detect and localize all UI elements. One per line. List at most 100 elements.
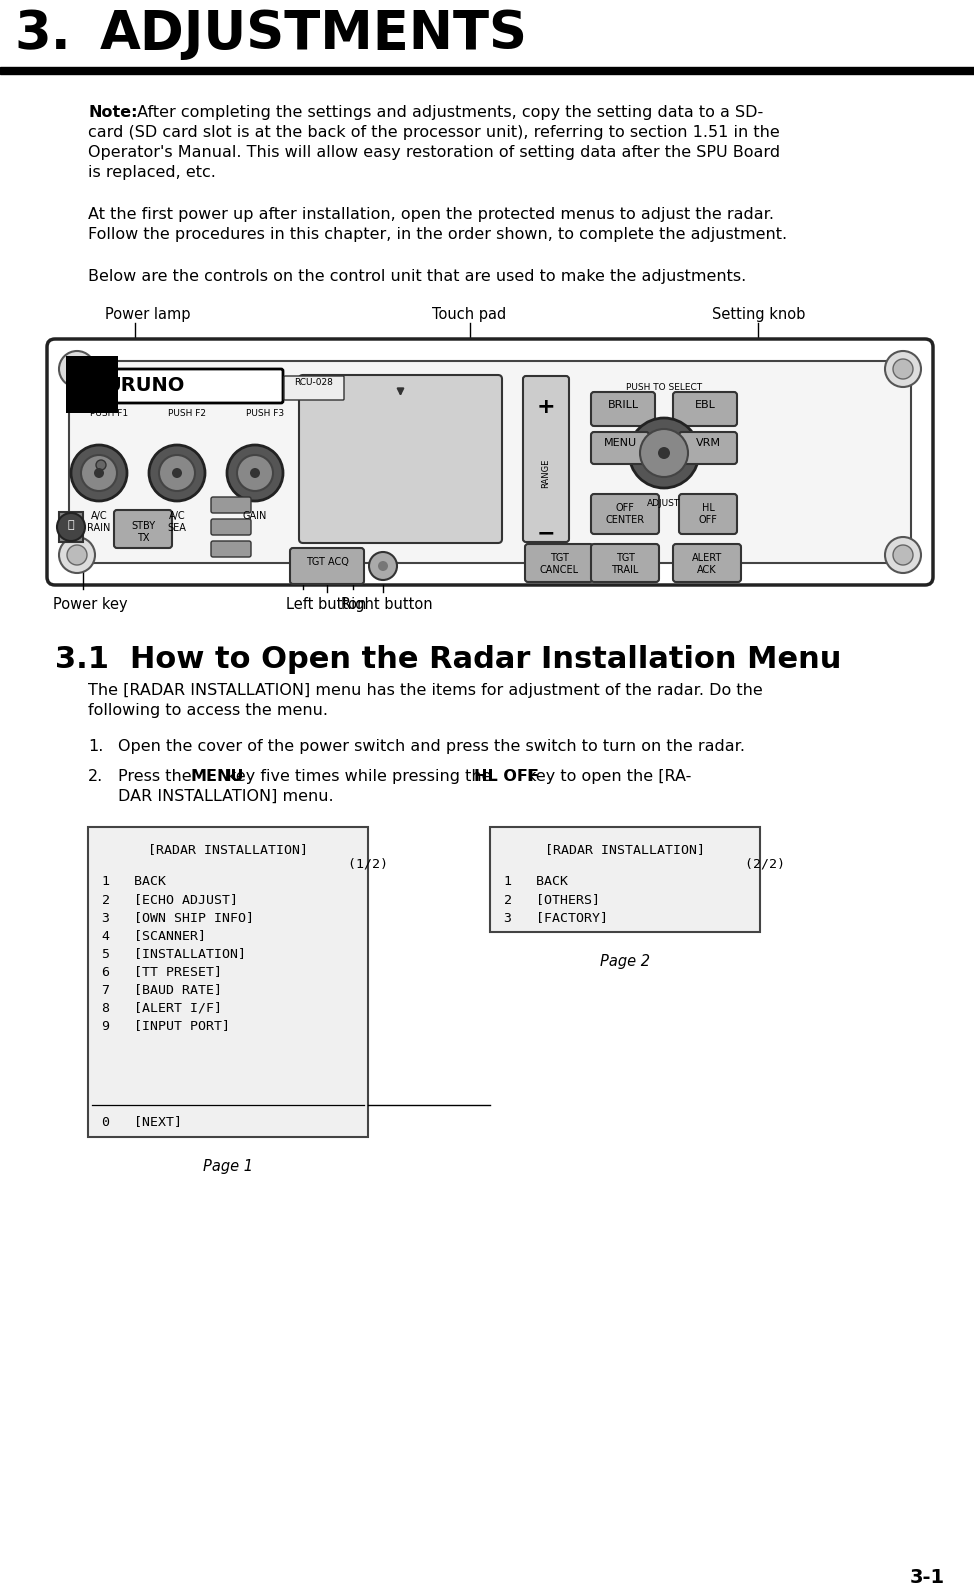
Text: OFF
CENTER: OFF CENTER <box>606 503 645 524</box>
FancyBboxPatch shape <box>523 377 569 541</box>
Bar <box>0 66 974 74</box>
FancyBboxPatch shape <box>673 393 737 426</box>
Text: 1   BACK: 1 BACK <box>102 875 166 888</box>
Text: TGT
TRAIL: TGT TRAIL <box>612 552 639 575</box>
Text: The [RADAR INSTALLATION] menu has the items for adjustment of the radar. Do the: The [RADAR INSTALLATION] menu has the it… <box>88 682 763 698</box>
Text: −: − <box>537 522 555 543</box>
Text: RANGE: RANGE <box>542 459 550 489</box>
Text: BRILL: BRILL <box>608 400 639 410</box>
Text: 0   [NEXT]: 0 [NEXT] <box>102 1114 182 1129</box>
FancyBboxPatch shape <box>69 361 911 564</box>
FancyBboxPatch shape <box>88 826 368 1137</box>
Text: Left button: Left button <box>286 597 366 613</box>
Circle shape <box>658 446 670 459</box>
Circle shape <box>96 461 106 470</box>
Text: is replaced, etc.: is replaced, etc. <box>88 165 216 180</box>
Text: Right button: Right button <box>341 597 432 613</box>
FancyBboxPatch shape <box>79 369 283 404</box>
FancyBboxPatch shape <box>591 494 659 533</box>
Text: 3.: 3. <box>14 8 71 60</box>
Text: 5   [INSTALLATION]: 5 [INSTALLATION] <box>102 947 246 959</box>
Text: GAIN: GAIN <box>243 511 267 521</box>
Text: ADJUSTMENTS: ADJUSTMENTS <box>100 8 528 60</box>
Text: Power lamp: Power lamp <box>105 307 191 321</box>
Text: DAR INSTALLATION] menu.: DAR INSTALLATION] menu. <box>118 788 334 804</box>
Text: MENU: MENU <box>604 438 637 448</box>
Circle shape <box>59 351 95 386</box>
Text: following to access the menu.: following to access the menu. <box>88 703 328 719</box>
Text: 6   [TT PRESET]: 6 [TT PRESET] <box>102 966 222 978</box>
Circle shape <box>159 454 195 491</box>
Text: Setting knob: Setting knob <box>712 307 805 321</box>
Text: Below are the controls on the control unit that are used to make the adjustments: Below are the controls on the control un… <box>88 269 746 283</box>
Text: ⏻: ⏻ <box>67 519 74 530</box>
FancyBboxPatch shape <box>211 519 251 535</box>
Text: [RADAR INSTALLATION]: [RADAR INSTALLATION] <box>148 844 308 856</box>
Circle shape <box>227 445 283 500</box>
Circle shape <box>57 513 85 541</box>
Text: PUSH F3: PUSH F3 <box>246 408 284 418</box>
Text: HL
OFF: HL OFF <box>698 503 718 524</box>
Circle shape <box>81 454 117 491</box>
Circle shape <box>67 359 87 378</box>
Text: At the first power up after installation, open the protected menus to adjust the: At the first power up after installation… <box>88 207 774 222</box>
Text: Page 2: Page 2 <box>600 955 650 969</box>
FancyBboxPatch shape <box>47 339 933 586</box>
Text: Open the cover of the power switch and press the switch to turn on the radar.: Open the cover of the power switch and p… <box>118 739 745 754</box>
Text: Follow the procedures in this chapter, in the order shown, to complete the adjus: Follow the procedures in this chapter, i… <box>88 226 787 242</box>
Text: Operator's Manual. This will allow easy restoration of setting data after the SP: Operator's Manual. This will allow easy … <box>88 146 780 160</box>
Text: Touch pad: Touch pad <box>432 307 506 321</box>
Circle shape <box>885 351 921 386</box>
Text: [RADAR INSTALLATION]: [RADAR INSTALLATION] <box>545 844 705 856</box>
Text: 2.: 2. <box>88 769 103 784</box>
Text: VRM: VRM <box>695 438 721 448</box>
Text: 3.1: 3.1 <box>55 644 109 674</box>
FancyBboxPatch shape <box>211 497 251 513</box>
Text: 4   [SCANNER]: 4 [SCANNER] <box>102 929 206 942</box>
FancyBboxPatch shape <box>591 545 659 583</box>
Circle shape <box>250 469 260 478</box>
Text: 1.: 1. <box>88 739 103 754</box>
Text: +: + <box>537 397 555 416</box>
Text: ALERT
ACK: ALERT ACK <box>692 552 722 575</box>
Text: TGT ACQ: TGT ACQ <box>306 557 349 567</box>
Text: How to Open the Radar Installation Menu: How to Open the Radar Installation Menu <box>130 644 842 674</box>
FancyBboxPatch shape <box>591 432 649 464</box>
Text: Press the: Press the <box>118 769 197 784</box>
Text: MENU: MENU <box>190 769 244 784</box>
Circle shape <box>59 537 95 573</box>
Text: EBL: EBL <box>694 400 716 410</box>
Text: 1   BACK: 1 BACK <box>504 875 568 888</box>
Text: 7   [BAUD RATE]: 7 [BAUD RATE] <box>102 983 222 996</box>
FancyBboxPatch shape <box>290 548 364 584</box>
Text: URUNO: URUNO <box>105 377 184 396</box>
FancyBboxPatch shape <box>490 826 760 932</box>
FancyBboxPatch shape <box>284 377 344 400</box>
Text: A/C
RAIN: A/C RAIN <box>88 511 111 532</box>
FancyBboxPatch shape <box>299 375 502 543</box>
Circle shape <box>893 359 913 378</box>
FancyBboxPatch shape <box>211 541 251 557</box>
Circle shape <box>149 445 205 500</box>
Text: PUSH F2: PUSH F2 <box>168 408 206 418</box>
Circle shape <box>378 560 388 571</box>
Text: key to open the [RA-: key to open the [RA- <box>522 769 692 784</box>
Text: (2/2): (2/2) <box>465 856 785 871</box>
FancyBboxPatch shape <box>591 393 655 426</box>
Text: PUSH TO SELECT: PUSH TO SELECT <box>626 383 702 393</box>
Circle shape <box>369 552 397 579</box>
Text: PUSH F1: PUSH F1 <box>90 408 128 418</box>
Circle shape <box>237 454 273 491</box>
Circle shape <box>94 469 104 478</box>
Circle shape <box>71 445 127 500</box>
Circle shape <box>629 418 699 488</box>
Text: After completing the settings and adjustments, copy the setting data to a SD-: After completing the settings and adjust… <box>132 104 764 120</box>
FancyBboxPatch shape <box>114 510 172 548</box>
Text: HL OFF: HL OFF <box>474 769 539 784</box>
Text: TGT
CANCEL: TGT CANCEL <box>540 552 579 575</box>
FancyBboxPatch shape <box>679 432 737 464</box>
Text: RCU-028: RCU-028 <box>294 378 333 386</box>
Text: ADJUST: ADJUST <box>648 499 681 508</box>
Text: (1/2): (1/2) <box>68 856 388 871</box>
FancyBboxPatch shape <box>525 545 593 583</box>
